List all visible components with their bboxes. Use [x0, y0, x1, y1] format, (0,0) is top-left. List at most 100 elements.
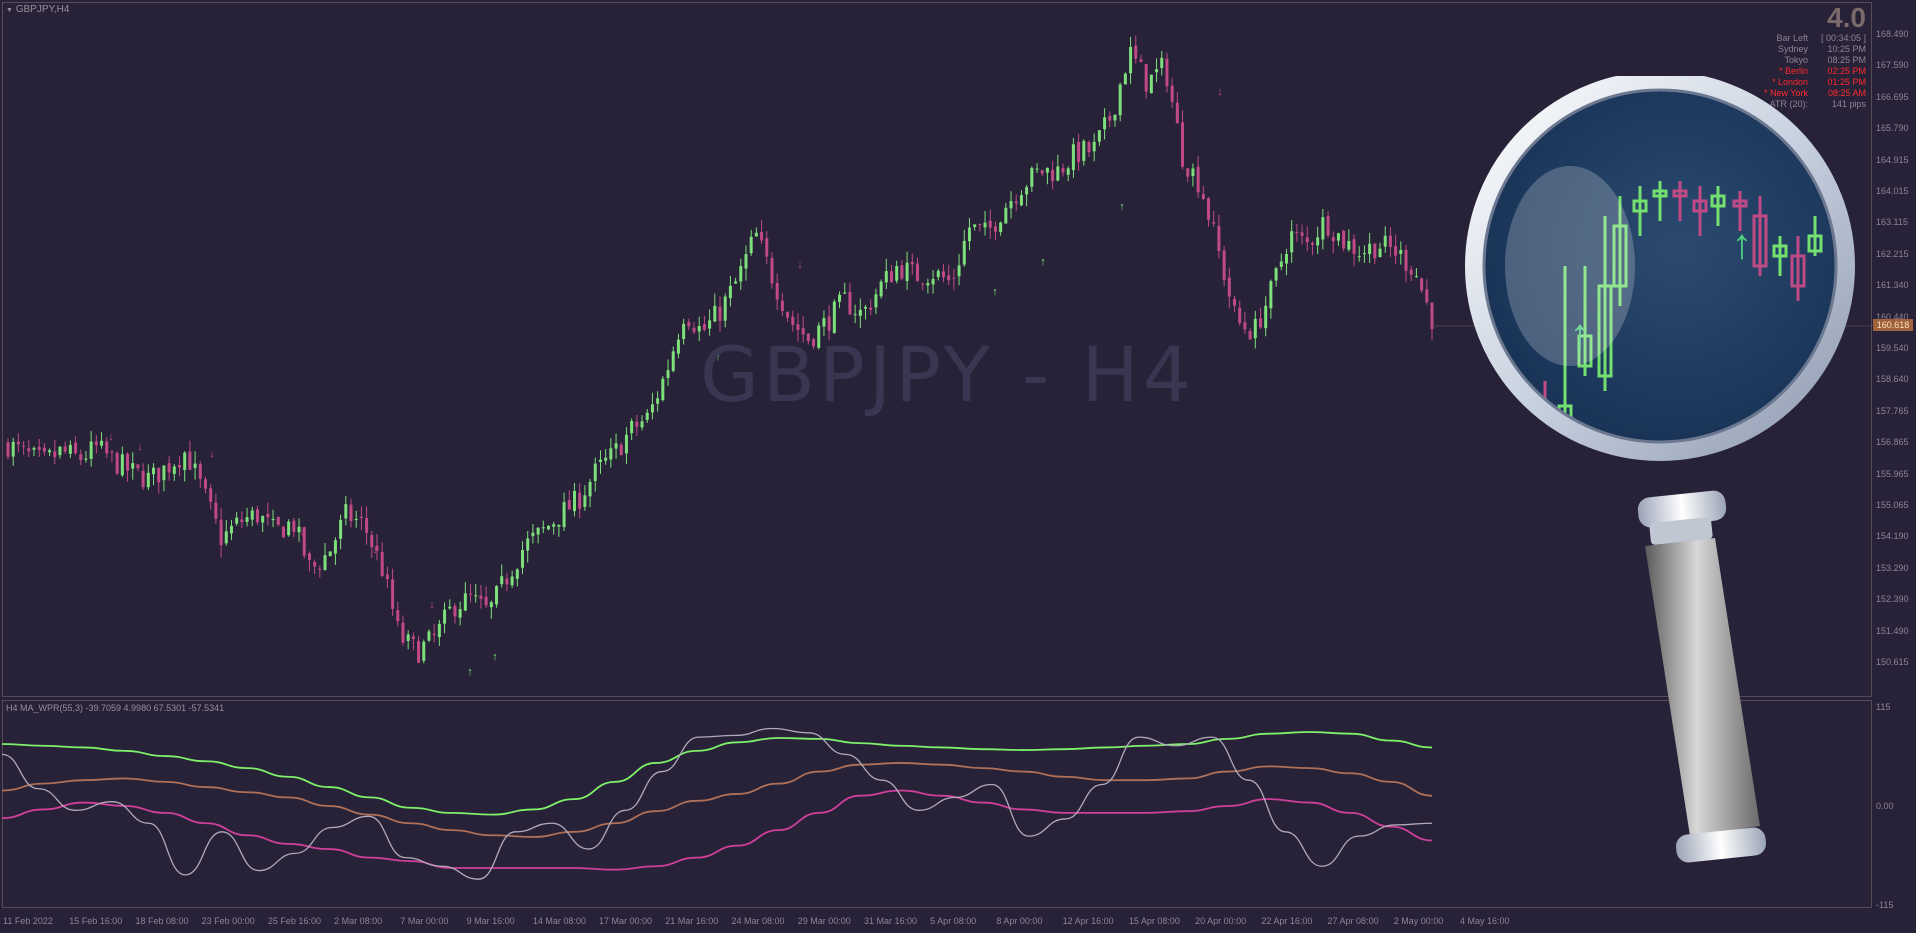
candle [281, 525, 285, 538]
candle [354, 510, 358, 528]
candle [27, 439, 31, 458]
candle [801, 316, 805, 343]
candle [6, 438, 10, 460]
candle [713, 293, 717, 322]
oscillator-line-gray [1, 727, 1433, 880]
session-info-panel: Bar Left [ 00:34:05 ] Sydney 10:25 PM Tokyo 0… [1764, 33, 1866, 110]
buy-signal-arrow-icon: ↑ [467, 666, 473, 678]
candle [640, 415, 644, 431]
date-axis-label: 31 Mar 16:00 [863, 916, 917, 926]
candle [687, 318, 691, 330]
candle [172, 463, 176, 481]
date-axis-label: 5 Apr 08:00 [930, 916, 977, 926]
candle [1238, 300, 1242, 326]
date-axis-label: 18 Feb 08:00 [135, 916, 189, 926]
candle [307, 551, 311, 572]
magnified-candle [1692, 186, 1708, 236]
date-axis-label: 22 Apr 16:00 [1261, 916, 1313, 926]
candle [318, 565, 322, 578]
collapse-arrow-icon[interactable]: ▼ [6, 7, 13, 14]
candle [100, 432, 104, 449]
candle [79, 449, 83, 466]
session-label: * London [1771, 77, 1808, 87]
candle [1025, 184, 1029, 207]
candle [993, 221, 997, 241]
price-axis-label: 160.440 [1876, 311, 1909, 322]
candle [692, 322, 696, 335]
candle [146, 464, 150, 491]
candle [879, 279, 883, 299]
candle [952, 268, 956, 291]
candle [261, 515, 265, 533]
candle [515, 568, 519, 587]
price-chart[interactable]: ↑ ↑ ↑ ↑ ↑ ↑ ↓ ↓ ↓ ↓ ↓ ↓ ↓ ↓ [0, 0, 1872, 697]
candle [411, 632, 415, 651]
candle [255, 505, 259, 526]
date-axis-label: 17 Mar 00:00 [599, 916, 653, 926]
candle [1264, 296, 1268, 337]
candle [349, 498, 353, 528]
price-axis-label: 151.490 [1876, 625, 1909, 636]
oscillator-chart[interactable] [0, 700, 1872, 908]
candle [105, 437, 109, 459]
magnified-candle [1807, 216, 1823, 256]
candle [1155, 58, 1159, 83]
candle [42, 443, 46, 456]
candle [1144, 63, 1148, 99]
candle [661, 376, 665, 402]
candle [1352, 234, 1356, 267]
candle [864, 304, 868, 320]
candle [162, 465, 166, 492]
price-axis-label: 153.290 [1876, 562, 1909, 573]
session-label: Sydney [1777, 44, 1808, 54]
candle [749, 229, 753, 256]
candle [838, 291, 842, 309]
session-value: 01:25 PM [1827, 77, 1866, 87]
candle [588, 478, 592, 508]
candle [417, 636, 421, 664]
candle [1394, 234, 1398, 265]
candle [240, 511, 244, 529]
oscillator-line-green [1, 731, 1433, 816]
candle [1139, 54, 1143, 63]
candle [1092, 133, 1096, 162]
candle [1233, 295, 1237, 312]
candle [505, 572, 509, 592]
candle [1009, 191, 1013, 219]
candle [1165, 52, 1169, 93]
candle [1399, 241, 1403, 265]
candle [302, 526, 306, 559]
price-axis-label: 150.615 [1876, 657, 1909, 667]
date-axis-label: 21 Mar 16:00 [665, 916, 719, 926]
candle [791, 310, 795, 332]
candle [962, 229, 966, 267]
price-axis-label: 167.590 [1876, 60, 1909, 71]
candle [817, 322, 821, 350]
candle [1066, 166, 1070, 182]
sell-signal-arrow-icon: ↓ [137, 441, 143, 453]
lens-rim-inner [1482, 88, 1838, 444]
candle [131, 452, 135, 480]
candle [978, 223, 982, 232]
candle [1331, 231, 1335, 254]
session-value: 08:25 AM [1827, 88, 1866, 98]
candle [188, 440, 192, 471]
candle [1175, 92, 1179, 124]
candle [266, 502, 270, 526]
candle [1425, 279, 1429, 305]
candle [572, 483, 576, 517]
candle [375, 534, 379, 561]
candle [396, 601, 400, 627]
candle [650, 392, 654, 420]
candle [760, 219, 764, 245]
candle [645, 408, 649, 424]
candle [359, 506, 363, 531]
candle [1071, 137, 1075, 178]
candle [365, 506, 369, 545]
magnified-candle [1490, 391, 1506, 444]
magnified-candle [1612, 196, 1628, 306]
candle [1248, 328, 1252, 340]
candle [313, 559, 317, 574]
sell-signal-arrow-icon: ↓ [108, 431, 114, 443]
current-price-tag: 160.618 [1873, 319, 1913, 331]
